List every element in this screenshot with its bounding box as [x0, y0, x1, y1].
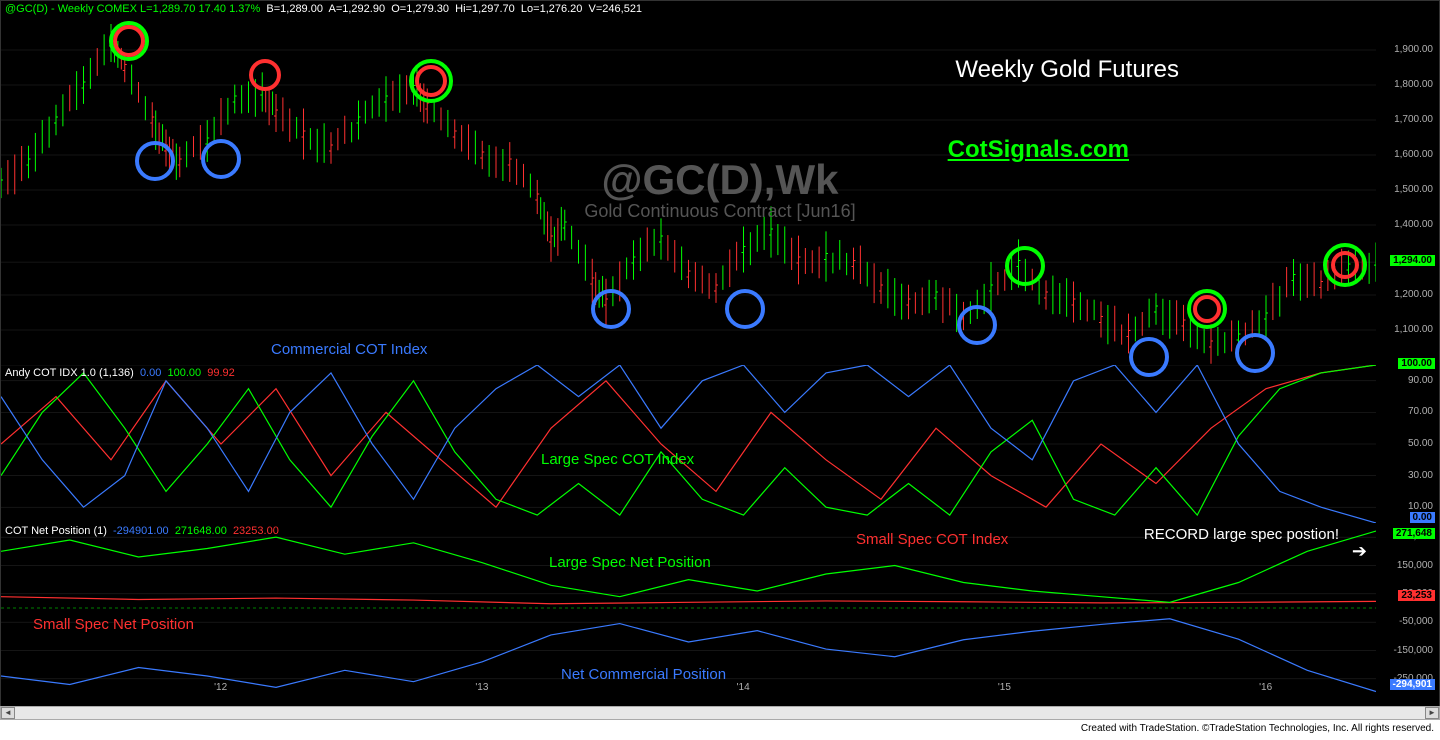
scroll-left-button[interactable]: ◄	[1, 707, 15, 719]
annotation-label: Large Spec Net Position	[549, 554, 711, 571]
cot-net-title: COT Net Position (1) -294901.00 271648.0…	[5, 525, 279, 537]
symbol-label: @GC(D) - Weekly COMEX	[5, 3, 137, 15]
scroll-right-button[interactable]: ►	[1425, 707, 1439, 719]
low: Lo=1,276.20	[521, 3, 582, 15]
horizontal-scrollbar[interactable]: ◄ ►	[0, 706, 1440, 720]
arrow-right-icon: ➔	[1352, 541, 1367, 562]
x-axis: '12'13'14'15'16	[1, 682, 1376, 696]
annotation-label: Small Spec COT Index	[856, 531, 1008, 548]
annotation-label: Large Spec COT Index	[541, 451, 694, 468]
chart-title: Weekly Gold Futures	[955, 56, 1179, 84]
volume: V=246,521	[589, 3, 643, 15]
cotnet-y-axis: 250,000150,00050,000-50,000-150,000-250,…	[1379, 523, 1435, 693]
cotidx-y-axis: 10.0030.0050.0070.0090.00100.00100.000.0…	[1379, 365, 1435, 523]
high: Hi=1,297.70	[455, 3, 515, 15]
price-y-axis: 1,100.001,200.001,294.001,400.001,500.00…	[1379, 15, 1435, 365]
pct: 1.37%	[229, 3, 260, 15]
chart-header: @GC(D) - Weekly COMEX L=1,289.70 17.40 1…	[5, 3, 642, 15]
change: 17.40	[198, 3, 226, 15]
annotation-label: Net Commercial Position	[561, 666, 726, 683]
cot-idx-title: Andy COT IDX 1.0 (1,136) 0.00 100.00 99.…	[5, 367, 235, 379]
last-price: L=1,289.70	[140, 3, 195, 15]
annotation-label: Small Spec Net Position	[33, 616, 194, 633]
open: O=1,279.30	[391, 3, 449, 15]
bid: B=1,289.00	[266, 3, 323, 15]
ask: A=1,292.90	[329, 3, 386, 15]
website-link[interactable]: CotSignals.com	[948, 136, 1129, 164]
chart-container: @GC(D) - Weekly COMEX L=1,289.70 17.40 1…	[0, 0, 1440, 715]
cot-index-panel[interactable]: Andy COT IDX 1.0 (1,136) 0.00 100.00 99.…	[1, 365, 1376, 523]
footer-copyright: Created with TradeStation. ©TradeStation…	[0, 720, 1440, 740]
record-large-spec-note: RECORD large spec postion!	[1144, 526, 1339, 543]
annotation-label: Commercial COT Index	[271, 341, 427, 358]
cot-idx-chart	[1, 365, 1376, 523]
